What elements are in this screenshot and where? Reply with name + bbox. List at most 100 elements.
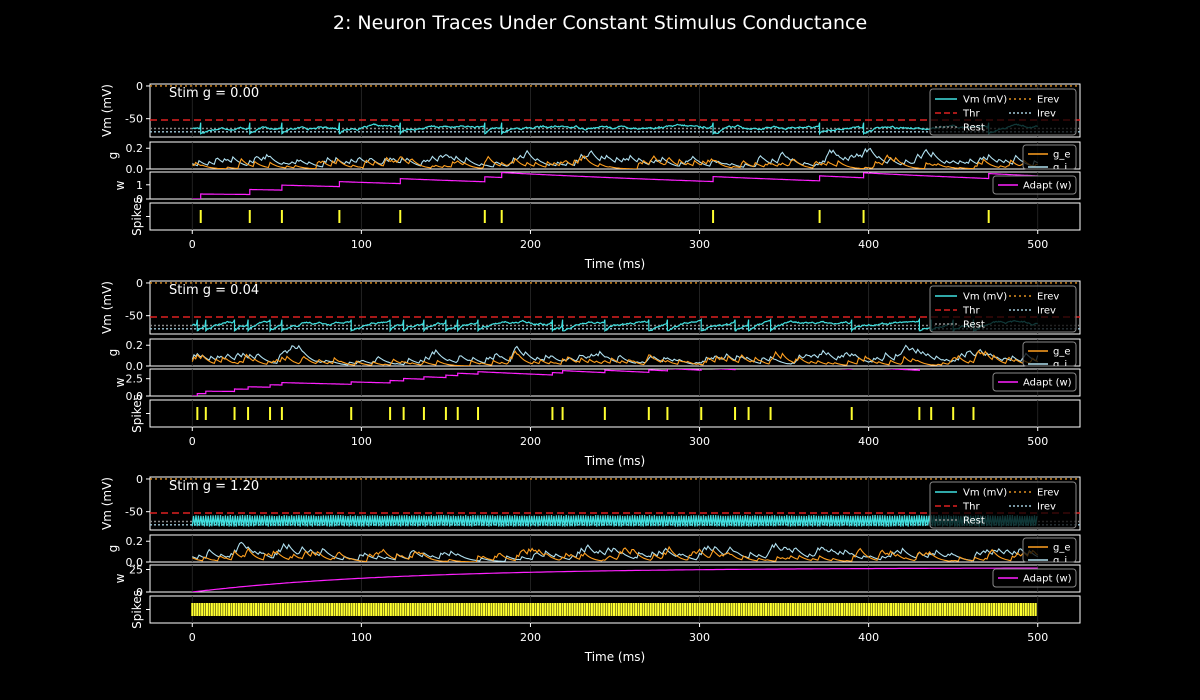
y-axis-label: Vm (mV) (100, 84, 114, 137)
y-axis-label: Vm (mV) (100, 281, 114, 334)
axes-frame (149, 368, 1081, 397)
vm-trace (191, 317, 1038, 333)
y-tick-label: 25 (129, 564, 143, 577)
y-tick-label: 0 (136, 193, 143, 206)
legend-label: Vm (mV) (963, 292, 1007, 303)
legend-label: Thr (962, 109, 980, 120)
y-axis-label: g (106, 545, 120, 553)
y-tick-label: 2.5 (126, 373, 144, 386)
y-tick-label: 0.0 (126, 360, 144, 373)
w-trace (192, 567, 1038, 592)
legend-label: Adapt (w) (1023, 574, 1072, 585)
legend-label: Adapt (w) (1023, 378, 1072, 389)
y-axis-label: Spikes (130, 197, 144, 236)
row-0: 0 -50 Vm (mV) Stim g = 0.00 Vm (mV) Thr Rest Er… (100, 80, 1081, 271)
x-tick-label: 500 (1027, 238, 1048, 251)
vm-trace (191, 122, 1038, 136)
x-tick-label: 200 (520, 238, 541, 251)
y-tick-label: 0.0 (126, 556, 144, 569)
legend-label: Irev (1037, 502, 1056, 513)
x-tick-label: 400 (858, 631, 879, 644)
row-2: 0 -50 Vm (mV) Stim g = 1.20 Vm (mV) Thr Rest Er… (100, 473, 1081, 664)
legend-label: g_i (1053, 556, 1067, 567)
stim-label: Stim g = 0.04 (169, 283, 259, 298)
vm-legend: Vm (mV) Thr Rest Erev Irev (929, 88, 1077, 136)
axes-frame (149, 202, 1081, 231)
axes-frame (149, 564, 1081, 593)
y-tick-label: 0.0 (126, 163, 144, 176)
ge-trace (192, 545, 1039, 562)
x-tick-label: 100 (351, 238, 372, 251)
stim-label: Stim g = 0.00 (169, 86, 259, 101)
y-tick-label: 0 (136, 586, 143, 599)
x-tick-label: 100 (351, 631, 372, 644)
legend-label: Irev (1037, 109, 1056, 120)
legend-box (1022, 341, 1077, 367)
legend-box (1022, 537, 1077, 563)
y-tick-label: 0.2 (126, 339, 144, 352)
y-tick-label: -50 (125, 506, 143, 519)
g-legend: g_e g_i (1022, 341, 1077, 371)
legend-label: g_e (1053, 347, 1071, 358)
w-trace (192, 369, 932, 396)
y-axis-label: g (106, 152, 120, 160)
legend-label: Erev (1037, 95, 1059, 106)
legend-label: Adapt (w) (1023, 181, 1072, 192)
legend-box (1022, 144, 1077, 170)
legend-box (929, 285, 1077, 333)
x-tick-label: 300 (689, 435, 710, 448)
legend-label: g_e (1053, 150, 1071, 161)
x-tick-label: 200 (520, 435, 541, 448)
legend-label: g_e (1053, 543, 1071, 554)
legend-label: Thr (962, 306, 980, 317)
w-legend: Adapt (w) (992, 568, 1077, 588)
legend-label: Thr (962, 502, 980, 513)
legend-label: Rest (963, 320, 985, 331)
x-tick-label: 100 (351, 435, 372, 448)
x-tick-label: 0 (189, 435, 196, 448)
legend-box (929, 481, 1077, 529)
chart-title: 2: Neuron Traces Under Constant Stimulus… (333, 12, 867, 34)
y-tick-label: 0.0 (126, 390, 144, 403)
x-tick-label: 300 (689, 631, 710, 644)
legend-label: Erev (1037, 292, 1059, 303)
legend-box (992, 568, 1077, 588)
ge-trace (192, 154, 1038, 169)
vm-legend: Vm (mV) Thr Rest Erev Irev (929, 481, 1077, 529)
g-legend: g_e g_i (1022, 537, 1077, 567)
legend-box (992, 175, 1077, 195)
x-tick-label: 0 (189, 238, 196, 251)
x-tick-label: 400 (858, 238, 879, 251)
row-1: 0 -50 Vm (mV) Stim g = 0.04 Vm (mV) Thr Rest Er… (100, 277, 1081, 468)
x-axis-label: Time (ms) (584, 650, 646, 664)
y-axis-label: g (106, 349, 120, 357)
y-axis-label: Spikes (130, 590, 144, 629)
vm-legend: Vm (mV) Thr Rest Erev Irev (929, 285, 1077, 333)
y-tick-label: -50 (125, 310, 143, 323)
x-tick-label: 500 (1027, 435, 1048, 448)
y-axis-label: Vm (mV) (100, 477, 114, 530)
legend-label: Irev (1037, 306, 1056, 317)
y-axis-label: w (113, 573, 127, 583)
g-legend: g_e g_i (1022, 144, 1077, 174)
axes-frame (149, 399, 1081, 428)
legend-box (992, 372, 1077, 392)
legend-label: g_i (1053, 163, 1067, 174)
x-tick-label: 0 (189, 631, 196, 644)
gi-trace (192, 541, 1038, 562)
legend-label: Vm (mV) (963, 95, 1007, 106)
y-axis-label: w (113, 377, 127, 387)
w-trace (192, 172, 1038, 199)
y-tick-label: 0 (136, 277, 143, 290)
legend-label: Vm (mV) (963, 488, 1007, 499)
y-tick-label: 0 (136, 80, 143, 93)
legend-label: Erev (1037, 488, 1059, 499)
legend-label: g_i (1053, 360, 1067, 371)
axes-frame (149, 338, 1081, 367)
x-tick-label: 400 (858, 435, 879, 448)
y-tick-label: 0.2 (126, 535, 144, 548)
x-tick-label: 200 (520, 631, 541, 644)
x-tick-label: 300 (689, 238, 710, 251)
y-tick-label: 1 (136, 179, 143, 192)
